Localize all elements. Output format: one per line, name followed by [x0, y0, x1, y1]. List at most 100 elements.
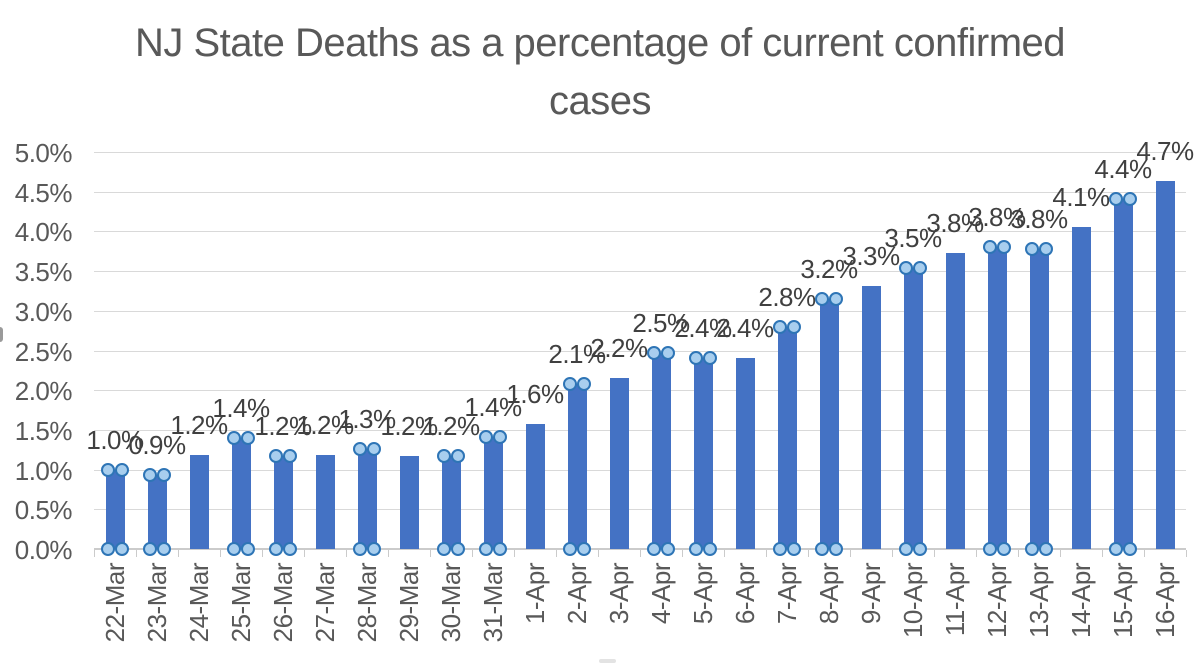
selection-handle[interactable] [647, 542, 661, 556]
bar[interactable] [315, 454, 335, 549]
selection-handle[interactable] [1123, 542, 1137, 556]
selection-handle[interactable] [493, 542, 507, 556]
selection-handle[interactable] [997, 542, 1011, 556]
selection-handle[interactable] [1025, 542, 1039, 556]
selection-handle[interactable] [227, 542, 241, 556]
bar[interactable] [945, 252, 965, 549]
selection-handle[interactable] [1109, 191, 1123, 206]
selection-handle[interactable] [703, 542, 717, 556]
bar[interactable] [483, 437, 503, 549]
selection-handle[interactable] [451, 542, 465, 556]
selection-handle[interactable] [101, 462, 115, 477]
selection-handle[interactable] [1025, 241, 1039, 256]
selection-handle[interactable] [577, 542, 591, 556]
selection-handle[interactable] [787, 542, 801, 556]
bar[interactable] [1071, 226, 1091, 549]
bar[interactable] [651, 352, 671, 549]
selection-handle[interactable] [577, 376, 591, 391]
selection-handle[interactable] [563, 376, 577, 391]
selection-handle[interactable] [115, 542, 129, 556]
bar[interactable] [819, 298, 839, 549]
selection-handle[interactable] [283, 449, 297, 464]
bar[interactable] [735, 357, 755, 549]
y-axis-label: 2.0% [14, 376, 73, 407]
selection-handle[interactable] [647, 345, 661, 360]
selection-handle[interactable] [283, 542, 297, 556]
selection-handle[interactable] [815, 291, 829, 306]
selection-handle[interactable] [157, 468, 171, 483]
selection-handle[interactable] [269, 449, 283, 464]
selection-handle[interactable] [1109, 542, 1123, 556]
bar[interactable] [861, 286, 881, 549]
selection-handle[interactable] [773, 542, 787, 556]
selection-handle[interactable] [493, 430, 507, 445]
x-axis-tick [304, 550, 305, 557]
selection-handle[interactable] [1039, 241, 1053, 256]
x-axis-label: 15-Apr [1108, 563, 1138, 639]
bar[interactable] [609, 378, 629, 549]
bar[interactable] [987, 247, 1007, 549]
bar[interactable] [1113, 198, 1133, 549]
selection-handle[interactable] [227, 430, 241, 445]
bar[interactable] [525, 424, 545, 549]
selection-handle[interactable] [773, 319, 787, 334]
selection-handle[interactable] [661, 345, 675, 360]
selection-handle[interactable] [143, 542, 157, 556]
data-label: 2.4% [674, 312, 732, 343]
bar[interactable] [231, 437, 251, 549]
selection-handle[interactable] [787, 319, 801, 334]
selection-handle[interactable] [437, 449, 451, 464]
selection-handle[interactable] [997, 240, 1011, 255]
x-axis-tick [94, 550, 95, 557]
bar[interactable] [357, 448, 377, 549]
selection-handle[interactable] [1123, 191, 1137, 206]
selection-handle[interactable] [101, 542, 115, 556]
selection-handle[interactable] [143, 468, 157, 483]
selection-handle[interactable] [367, 542, 381, 556]
selection-handle[interactable] [815, 542, 829, 556]
x-axis-label: 9-Apr [856, 563, 886, 625]
selection-handle[interactable] [829, 291, 843, 306]
selection-handle[interactable] [913, 260, 927, 275]
x-axis-label: 2-Apr [562, 563, 592, 625]
bar[interactable] [1029, 248, 1049, 549]
bar[interactable] [399, 456, 419, 549]
bar[interactable] [903, 267, 923, 549]
selection-handle[interactable] [115, 462, 129, 477]
selection-handle[interactable] [689, 542, 703, 556]
selection-handle[interactable] [1039, 542, 1053, 556]
selection-handle[interactable] [899, 542, 913, 556]
selection-handle[interactable] [367, 441, 381, 456]
selection-handle[interactable] [689, 350, 703, 365]
bar[interactable] [273, 456, 293, 549]
bar[interactable] [1155, 180, 1175, 549]
bar[interactable] [567, 383, 587, 549]
bar[interactable] [777, 326, 797, 549]
selection-handle[interactable] [703, 350, 717, 365]
selection-handle[interactable] [241, 542, 255, 556]
selection-handle[interactable] [437, 542, 451, 556]
x-axis-title-clipped [599, 659, 616, 663]
gridline [94, 231, 1186, 233]
selection-handle[interactable] [829, 542, 843, 556]
bar[interactable] [693, 357, 713, 549]
bar[interactable] [441, 456, 461, 549]
selection-handle[interactable] [479, 430, 493, 445]
selection-handle[interactable] [479, 542, 493, 556]
selection-handle[interactable] [353, 441, 367, 456]
selection-handle[interactable] [661, 542, 675, 556]
selection-handle[interactable] [983, 542, 997, 556]
selection-handle[interactable] [269, 542, 283, 556]
selection-handle[interactable] [157, 542, 171, 556]
selection-handle[interactable] [241, 430, 255, 445]
selection-handle[interactable] [899, 260, 913, 275]
selection-handle[interactable] [563, 542, 577, 556]
selection-handle[interactable] [983, 240, 997, 255]
selection-handle[interactable] [353, 542, 367, 556]
selection-handle[interactable] [451, 449, 465, 464]
bar[interactable] [189, 455, 209, 549]
bar[interactable] [105, 469, 125, 549]
bar[interactable] [147, 475, 167, 549]
selection-handle[interactable] [913, 542, 927, 556]
y-axis-label: 3.0% [14, 296, 73, 327]
